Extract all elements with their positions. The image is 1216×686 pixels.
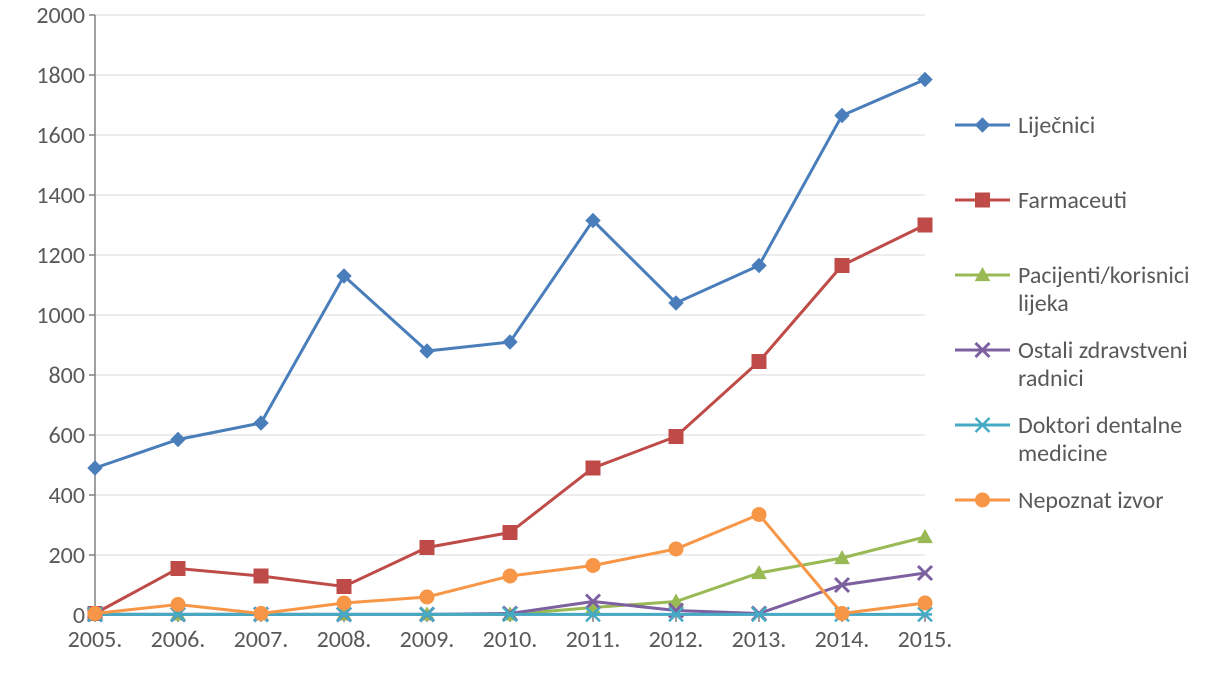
x-tick-label: 2015. xyxy=(898,625,953,654)
y-tick-label: 400 xyxy=(49,481,86,510)
x-tick-label: 2011. xyxy=(566,625,621,654)
line-chart: 0200400600800100012001400160018002000200… xyxy=(0,0,1216,686)
legend-item: Farmaceuti xyxy=(955,186,1127,215)
legend-item: Ostali zdravstveniradnici xyxy=(955,336,1188,393)
legend-label: Nepoznat izvor xyxy=(1018,486,1164,515)
legend-label: radnici xyxy=(1018,364,1084,393)
y-tick-label: 600 xyxy=(49,421,86,450)
x-tick-label: 2009. xyxy=(400,625,455,654)
y-tick-label: 1200 xyxy=(36,241,85,270)
legend-label: medicine xyxy=(1018,439,1107,468)
legend-label: Farmaceuti xyxy=(1018,186,1127,215)
x-tick-label: 2008. xyxy=(317,625,372,654)
legend-label: Pacijenti/korisnici xyxy=(1018,261,1190,290)
y-tick-label: 1600 xyxy=(36,121,85,150)
x-tick-label: 2006. xyxy=(151,625,206,654)
x-tick-label: 2012. xyxy=(649,625,704,654)
legend-item: Nepoznat izvor xyxy=(955,486,1164,515)
legend-item: Liječnici xyxy=(955,111,1095,140)
x-tick-label: 2007. xyxy=(234,625,289,654)
y-tick-label: 1000 xyxy=(36,301,85,330)
legend-label: Ostali zdravstveni xyxy=(1018,336,1188,365)
y-tick-label: 200 xyxy=(49,541,86,570)
y-tick-label: 1400 xyxy=(36,181,85,210)
legend-label: lijeka xyxy=(1018,289,1069,318)
y-tick-label: 2000 xyxy=(36,1,85,30)
legend-label: Liječnici xyxy=(1018,111,1095,140)
x-tick-label: 2014. xyxy=(815,625,870,654)
x-tick-label: 2013. xyxy=(732,625,787,654)
series xyxy=(88,218,932,621)
series xyxy=(88,73,932,476)
legend-item: Doktori dentalnemedicine xyxy=(955,411,1182,468)
x-tick-label: 2005. xyxy=(68,625,123,654)
y-tick-label: 800 xyxy=(49,361,86,390)
x-tick-label: 2010. xyxy=(483,625,538,654)
legend-item: Pacijenti/korisnicilijeka xyxy=(955,261,1190,318)
legend-label: Doktori dentalne xyxy=(1018,411,1182,440)
y-tick-label: 1800 xyxy=(36,61,85,90)
